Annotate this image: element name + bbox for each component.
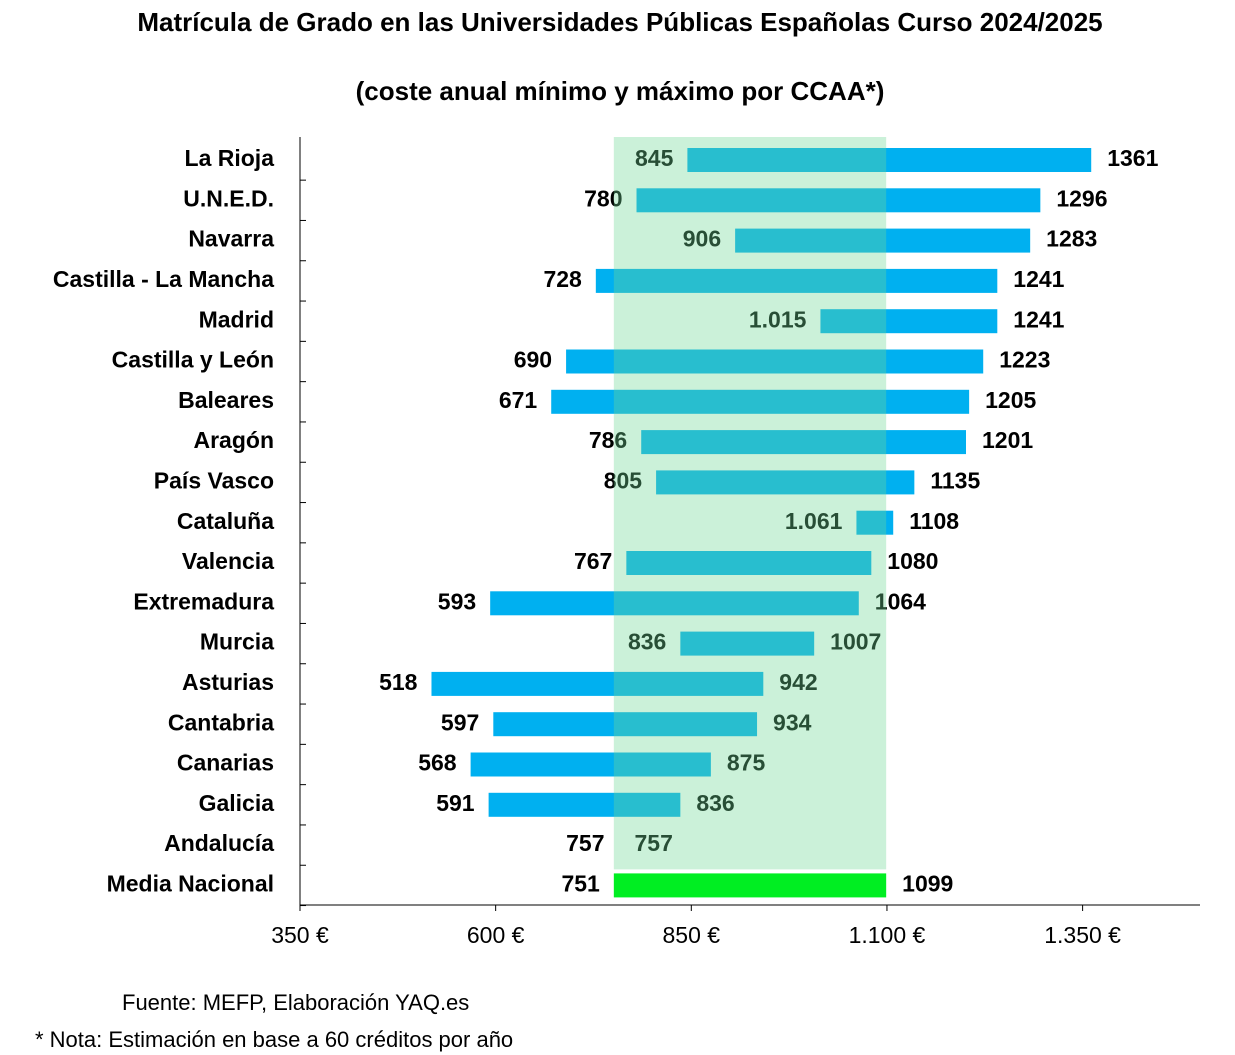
note: * Nota: Estimación en base a 60 créditos… — [35, 1027, 514, 1052]
low-label: 597 — [441, 709, 479, 735]
category-label: Castilla y León — [112, 347, 274, 373]
low-label: 757 — [566, 830, 604, 856]
average-band — [613, 137, 887, 870]
chart-subtitle: (coste anual mínimo y máximo por CCAA*) — [355, 76, 885, 106]
bar — [490, 591, 859, 616]
low-label: 591 — [436, 790, 475, 816]
high-label: 1361 — [1107, 145, 1158, 171]
category-label: Cantabria — [168, 709, 274, 735]
category-label: Valencia — [182, 548, 274, 574]
category-label: Media Nacional — [107, 870, 274, 896]
category-label: Cataluña — [177, 508, 274, 534]
bar — [488, 792, 681, 817]
bar — [493, 712, 758, 737]
high-label: 836 — [696, 790, 734, 816]
high-label: 1080 — [887, 548, 938, 574]
chart-title: Matrícula de Grado en las Universidades … — [137, 7, 1103, 37]
bar — [595, 268, 998, 293]
x-tick-label: 350 € — [271, 922, 329, 948]
low-label: 1.015 — [749, 306, 807, 332]
bar — [680, 631, 815, 656]
low-label: 728 — [543, 266, 582, 292]
low-label: 690 — [514, 347, 552, 373]
bar — [431, 671, 764, 696]
low-label: 568 — [418, 750, 457, 776]
category-label: Navarra — [188, 226, 274, 252]
high-label: 1296 — [1056, 185, 1107, 211]
high-label: 1205 — [985, 387, 1036, 413]
bar — [820, 309, 998, 334]
source: Fuente: MEFP, Elaboración YAQ.es — [122, 990, 470, 1015]
high-label: 934 — [773, 709, 812, 735]
high-label: 942 — [779, 669, 817, 695]
bar — [566, 349, 984, 374]
category-label: País Vasco — [154, 467, 274, 493]
x-tick-label: 1.350 € — [1044, 922, 1121, 948]
bar — [636, 188, 1041, 213]
category-label: Canarias — [177, 750, 274, 776]
bar — [470, 752, 711, 777]
bar — [641, 430, 966, 455]
high-label: 1007 — [830, 629, 881, 655]
category-label: Extremadura — [133, 588, 274, 614]
high-label: 757 — [635, 830, 673, 856]
x-tick-label: 850 € — [663, 922, 721, 948]
low-label: 593 — [438, 588, 476, 614]
high-label: 1201 — [982, 427, 1033, 453]
low-label: 767 — [574, 548, 612, 574]
low-label: 786 — [589, 427, 627, 453]
category-label: U.N.E.D. — [183, 185, 274, 211]
bar — [856, 510, 894, 535]
high-label: 1064 — [875, 588, 926, 614]
bar — [626, 551, 872, 575]
category-label: Murcia — [200, 629, 274, 655]
bar — [613, 873, 887, 898]
category-label: Baleares — [178, 387, 274, 413]
category-label: Madrid — [199, 306, 274, 332]
bar — [656, 470, 915, 495]
low-label: 671 — [499, 387, 538, 413]
high-label: 875 — [727, 750, 766, 776]
category-label: Asturias — [182, 669, 274, 695]
low-label: 1.061 — [785, 508, 843, 534]
bar — [551, 389, 970, 414]
bar — [687, 148, 1092, 172]
high-label: 1135 — [930, 467, 980, 493]
x-tick-label: 600 € — [467, 922, 525, 948]
high-label: 1241 — [1013, 266, 1064, 292]
low-label: 805 — [604, 467, 643, 493]
low-label: 836 — [628, 629, 666, 655]
category-label: La Rioja — [185, 145, 275, 171]
bar — [735, 228, 1031, 253]
low-label: 780 — [584, 185, 622, 211]
low-label: 845 — [635, 145, 674, 171]
category-label: Castilla - La Mancha — [53, 266, 274, 292]
low-label: 906 — [683, 226, 721, 252]
category-label: Aragón — [194, 427, 275, 453]
high-label: 1099 — [902, 870, 953, 896]
high-label: 1241 — [1013, 306, 1064, 332]
category-label: Andalucía — [164, 830, 274, 856]
low-label: 751 — [561, 870, 600, 896]
low-label: 518 — [379, 669, 418, 695]
category-label: Galicia — [199, 790, 275, 816]
high-label: 1108 — [909, 508, 959, 534]
high-label: 1223 — [999, 347, 1050, 373]
x-tick-label: 1.100 € — [849, 922, 926, 948]
high-label: 1283 — [1046, 226, 1097, 252]
